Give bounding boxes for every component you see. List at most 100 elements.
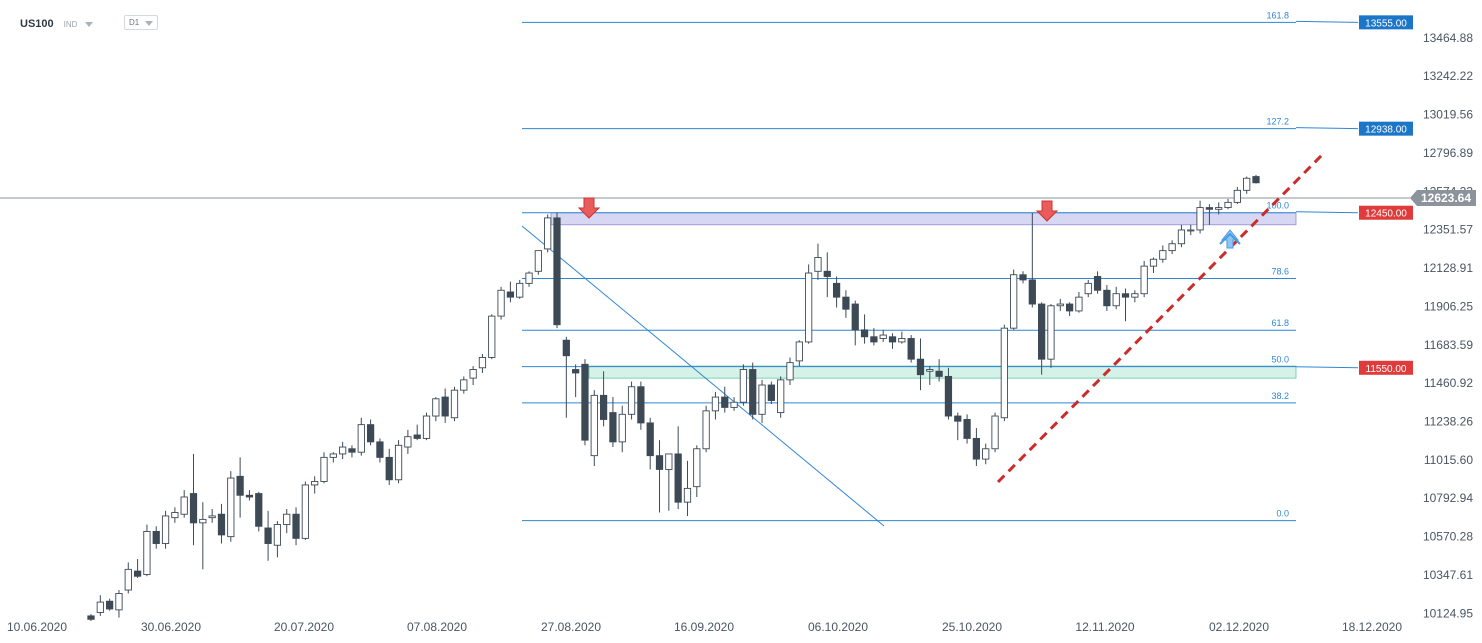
resistance-zone <box>550 212 1297 226</box>
candle-body <box>87 615 95 620</box>
price-tag-leader <box>1295 127 1359 130</box>
candle-body <box>525 272 533 284</box>
candle-body <box>348 448 356 453</box>
candle <box>860 314 869 344</box>
candle-body <box>879 334 887 339</box>
x-tick-label: 30.06.2020 <box>141 620 201 634</box>
candle <box>422 412 431 441</box>
candle <box>87 614 95 622</box>
candle <box>171 507 179 523</box>
candle <box>609 397 617 448</box>
candle <box>534 250 542 275</box>
candle-body <box>115 593 123 611</box>
candle <box>469 366 477 386</box>
candle-body <box>823 270 831 277</box>
candle <box>599 371 608 427</box>
candle-body <box>1010 274 1018 329</box>
price-tag-label: 11550.00 <box>1366 364 1407 375</box>
candle <box>488 314 496 360</box>
candle-body <box>907 338 915 360</box>
candle-body <box>506 291 515 298</box>
price-tags-layer: 13555.00 12938.00 12450.00 11550.00 12623.64 <box>1295 15 1476 375</box>
candle-body <box>376 441 384 458</box>
x-tick-label: 06.10.2020 <box>808 620 868 634</box>
candle-body <box>1075 296 1083 312</box>
candle-body <box>982 448 990 460</box>
candle <box>1019 271 1027 284</box>
x-tick-label: 16.09.2020 <box>674 620 734 634</box>
price-tag-label: 12938.00 <box>1365 125 1407 136</box>
candle <box>413 424 421 441</box>
candle <box>217 503 226 544</box>
candle-body <box>217 513 226 536</box>
candle-body <box>730 401 738 408</box>
up-arrow-icon <box>1219 232 1241 245</box>
candle-body <box>599 394 608 420</box>
candle-body <box>1000 327 1008 419</box>
candle <box>711 391 720 420</box>
candle-body <box>1047 305 1055 360</box>
candle-body <box>693 448 701 488</box>
chevron-down-icon <box>145 21 153 26</box>
candle-body <box>1177 229 1186 245</box>
candle-body <box>1187 229 1195 232</box>
timeframe-select[interactable]: D1 <box>124 15 158 30</box>
candle <box>516 279 524 299</box>
candle-body <box>777 379 785 414</box>
candle-body <box>133 570 142 577</box>
candle <box>441 388 449 423</box>
candle-body <box>329 453 337 458</box>
candle-body <box>478 356 487 369</box>
instrument-type-label: IND <box>63 19 78 29</box>
candle-body <box>665 453 673 470</box>
candle <box>544 214 552 253</box>
annotations-layer <box>577 197 1241 249</box>
down-arrow-icon <box>1035 200 1059 222</box>
candle <box>292 507 300 546</box>
candle-body <box>972 437 981 460</box>
candle-body <box>534 250 542 272</box>
symbol-label[interactable]: US100 <box>20 18 54 30</box>
candle <box>954 412 962 441</box>
candle <box>1084 279 1092 298</box>
candle <box>106 598 114 611</box>
candle <box>935 359 943 382</box>
candle <box>311 476 319 494</box>
candle <box>189 453 198 546</box>
candle-body <box>786 362 794 381</box>
down-arrow-icon <box>577 197 601 219</box>
candle-body <box>1233 189 1241 203</box>
candle-body <box>488 315 496 358</box>
candle <box>1252 174 1260 184</box>
candle-body <box>208 515 216 519</box>
candle-body <box>199 518 207 524</box>
candle <box>329 452 337 463</box>
fib-level-label: 0.0 <box>1276 509 1289 519</box>
candle <box>1121 288 1130 322</box>
trendlines-layer <box>0 153 1410 527</box>
symbol-dropdown-icon[interactable] <box>85 21 94 27</box>
candle <box>655 440 664 513</box>
up-arrow-icon <box>1220 229 1240 249</box>
candle-body <box>795 341 803 362</box>
candle <box>1000 324 1008 422</box>
candle <box>227 471 235 542</box>
candle-body <box>1196 207 1204 231</box>
candle-body <box>497 289 505 317</box>
candle-body <box>255 493 263 527</box>
candle-body <box>683 487 692 503</box>
candle-body <box>590 394 598 457</box>
candle <box>842 290 850 318</box>
candle-body <box>767 384 775 401</box>
candle-body <box>954 415 962 422</box>
candle-body <box>124 568 132 591</box>
candle-body <box>721 396 729 408</box>
candle <box>618 405 626 453</box>
candle-body <box>394 444 403 481</box>
candle-body <box>1121 293 1130 298</box>
candle <box>879 329 887 342</box>
fib-level-label: 127.2 <box>1266 117 1289 127</box>
x-tick-label: 25.10.2020 <box>942 620 1002 634</box>
candle <box>926 366 934 386</box>
